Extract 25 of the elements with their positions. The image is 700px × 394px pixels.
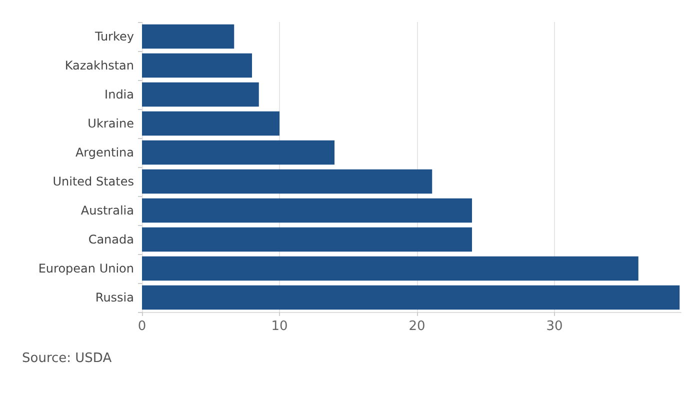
bar (142, 198, 472, 223)
x-tick-label: 10 (271, 319, 288, 334)
bar (142, 256, 638, 281)
bar (142, 140, 334, 165)
bar (142, 24, 234, 49)
y-tick-label: Turkey (94, 30, 134, 44)
bar (142, 227, 472, 252)
x-tick-label: 0 (138, 319, 146, 334)
y-tick-label: Canada (88, 232, 134, 246)
x-tick-label: 30 (546, 319, 563, 334)
y-tick-label: Kazakhstan (64, 58, 134, 72)
bar (142, 169, 432, 194)
bar (142, 53, 252, 78)
source-note: Source: USDA (22, 351, 112, 366)
y-tick-label: Ukraine (88, 116, 134, 130)
y-tick-label: Australia (80, 204, 134, 218)
y-tick-label: United States (52, 174, 134, 188)
bar (142, 82, 259, 107)
x-tick-label: 20 (408, 319, 426, 334)
y-tick-label: European Union (38, 262, 134, 276)
y-tick-label: India (104, 88, 134, 102)
bar (142, 111, 280, 136)
y-tick-label: Russia (95, 290, 134, 304)
bar (142, 285, 680, 310)
y-tick-label: Argentina (75, 146, 134, 160)
